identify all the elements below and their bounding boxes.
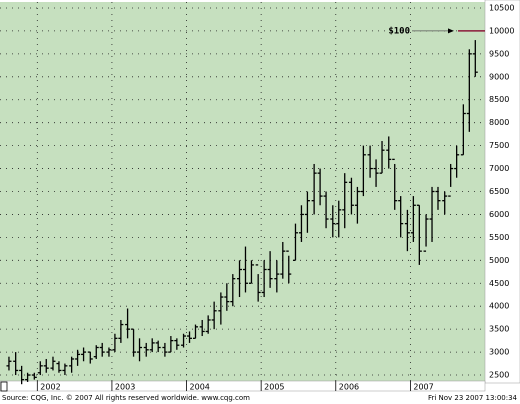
y-tick-label: 4500 xyxy=(489,279,509,288)
y-tick-label: 5000 xyxy=(489,256,509,265)
y-tick-label: 7500 xyxy=(489,141,509,150)
x-tick-label: 2007 xyxy=(413,383,433,392)
y-tick-label: 7000 xyxy=(489,164,509,173)
y-tick-label: 2500 xyxy=(489,371,509,380)
x-tick-label: 2002 xyxy=(40,383,60,392)
y-tick-label: 6500 xyxy=(489,187,509,196)
y-tick-label: 5500 xyxy=(489,233,509,242)
y-tick-label: 3500 xyxy=(489,325,509,334)
y-tick-label: 9000 xyxy=(489,72,509,81)
annotation-label: $100 xyxy=(388,26,410,36)
x-tick-label: 2004 xyxy=(190,383,210,392)
plot-area xyxy=(0,2,485,381)
y-tick-label: 10500 xyxy=(489,3,514,12)
y-tick-label: 8500 xyxy=(489,95,509,104)
source-note: Source: CQG, Inc. © 2007 All rights rese… xyxy=(2,394,250,402)
y-tick-label: 9500 xyxy=(489,49,509,58)
x-tick-label: 2006 xyxy=(339,383,359,392)
y-tick-label: 6000 xyxy=(489,210,509,219)
y-tick-label: 3000 xyxy=(489,348,509,357)
scroll-handle[interactable] xyxy=(0,381,8,392)
annotation-arrowhead xyxy=(448,28,454,34)
y-tick-label: 4000 xyxy=(489,302,509,311)
timestamp: Fri Nov 23 2007 13:00:34 xyxy=(428,394,518,402)
y-tick-label: 10000 xyxy=(489,26,514,35)
x-tick-label: 2003 xyxy=(115,383,135,392)
x-axis-panel xyxy=(0,380,486,392)
x-tick-label: 2005 xyxy=(264,383,284,392)
y-tick-label: 8000 xyxy=(489,118,509,127)
y-axis-panel xyxy=(484,0,520,384)
